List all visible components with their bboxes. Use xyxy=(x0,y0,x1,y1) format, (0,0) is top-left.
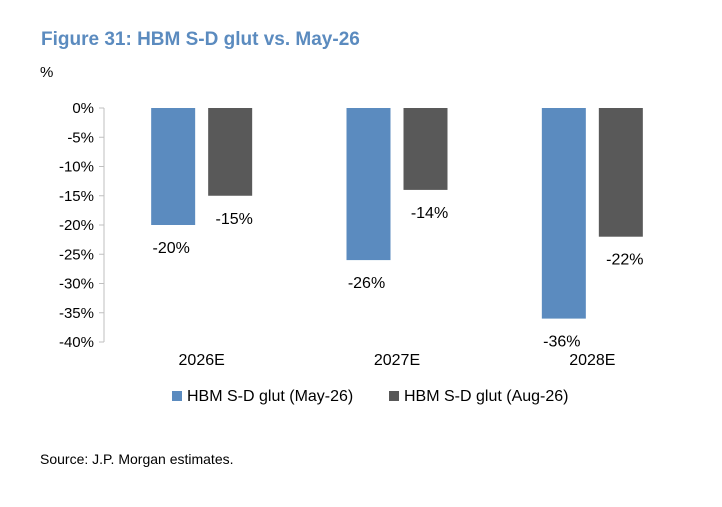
bar-may-2027e xyxy=(346,108,391,261)
y-tick-label: -20% xyxy=(59,217,94,234)
legend-label-aug: HBM S-D glut (Aug-26) xyxy=(404,388,569,405)
chart-title: Figure 31: HBM S-D glut vs. May-26 xyxy=(41,29,360,50)
bar-aug-2028e xyxy=(598,108,643,237)
y-axis-unit-label: % xyxy=(40,64,53,81)
y-tick-label: -15% xyxy=(59,188,94,205)
y-tick-label: -25% xyxy=(59,246,94,263)
data-label: -14% xyxy=(411,205,448,222)
x-category-label: 2027E xyxy=(374,352,420,369)
data-label: -36% xyxy=(543,334,580,351)
y-tick-label: -10% xyxy=(59,159,94,176)
plot-area: 0% -5% -10% -15% -20% -25% -30% -35% -40% -20% -15… xyxy=(59,100,644,369)
data-label: -20% xyxy=(152,240,189,257)
y-tick-label: -40% xyxy=(59,334,94,351)
x-category-label: 2026E xyxy=(179,352,225,369)
data-label: -15% xyxy=(215,211,252,228)
y-tick-label: 0% xyxy=(72,100,94,117)
legend-label-may: HBM S-D glut (May-26) xyxy=(187,388,353,405)
bar-aug-2027e xyxy=(403,108,448,190)
y-tick-label: -35% xyxy=(59,305,94,322)
x-category-label: 2028E xyxy=(569,352,615,369)
legend: HBM S-D glut (May-26) HBM S-D glut (Aug-2… xyxy=(172,388,569,405)
data-label: -22% xyxy=(606,252,643,269)
bar-aug-2026e xyxy=(208,108,253,196)
y-tick-label: -5% xyxy=(67,129,94,146)
source-note: Source: J.P. Morgan estimates. xyxy=(40,451,234,467)
legend-swatch-may xyxy=(172,391,182,401)
legend-swatch-aug xyxy=(389,391,399,401)
bar-may-2026e xyxy=(151,108,196,225)
data-label: -26% xyxy=(348,275,385,292)
bar-may-2028e xyxy=(541,108,586,319)
y-tick-label: -30% xyxy=(59,276,94,293)
